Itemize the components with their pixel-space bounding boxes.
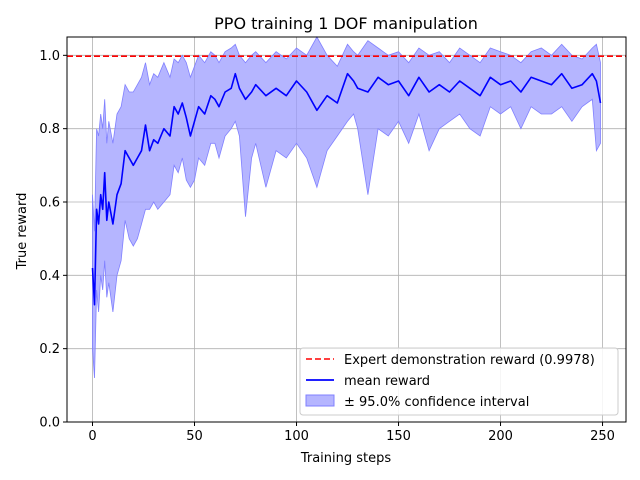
confidence-band-layer [92, 36, 601, 379]
legend-band-swatch [305, 394, 335, 407]
x-tick-label: 50 [186, 429, 203, 444]
x-axis-label: Training steps [300, 451, 392, 466]
legend-box [299, 347, 619, 416]
legend-band-label: ± 95.0% confidence interval [344, 395, 529, 410]
legend-mean-label: mean reward [344, 374, 430, 389]
y-tick-label: 0.2 [39, 342, 60, 357]
plot-frame [66, 36, 627, 423]
y-tick-label: 0.4 [39, 269, 60, 284]
x-tick-label: 200 [488, 429, 513, 444]
x-tick-label: 0 [88, 429, 96, 444]
legend-reference-label: Expert demonstration reward (0.9978) [344, 353, 595, 368]
x-tick-label: 250 [590, 429, 615, 444]
confidence-band [92, 36, 601, 379]
x-tick-label: 100 [284, 429, 309, 444]
ticks: 0 50 100 150 200 250 0.0 0.2 0.4 0.6 0.8 1.0 [39, 49, 615, 444]
y-tick-label: 1.0 [39, 49, 60, 64]
y-tick-label: 0.8 [39, 122, 60, 137]
x-tick-label: 150 [386, 429, 411, 444]
y-axis-label: True reward [15, 193, 30, 271]
mean-reward-line [91, 72, 602, 306]
y-tick-label: 0.0 [39, 416, 60, 431]
chart-title: PPO training 1 DOF manipulation [214, 14, 478, 33]
mean-line-layer [91, 72, 602, 306]
legend: Expert demonstration reward (0.9978) mea… [299, 347, 619, 416]
y-tick-label: 0.6 [39, 196, 60, 211]
